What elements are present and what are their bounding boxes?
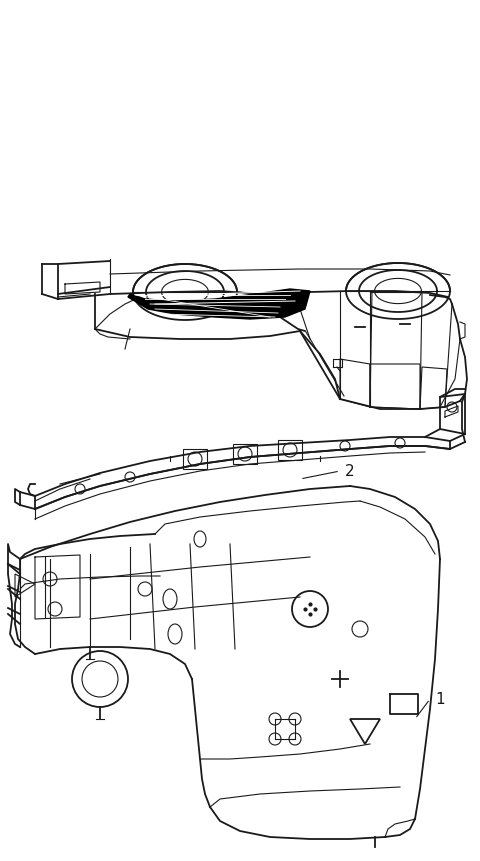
Bar (233, 444, 257, 464)
Polygon shape (128, 289, 310, 319)
Bar (183, 449, 207, 469)
Text: 2: 2 (345, 464, 355, 479)
Bar (278, 441, 302, 461)
Text: 1: 1 (435, 691, 444, 707)
